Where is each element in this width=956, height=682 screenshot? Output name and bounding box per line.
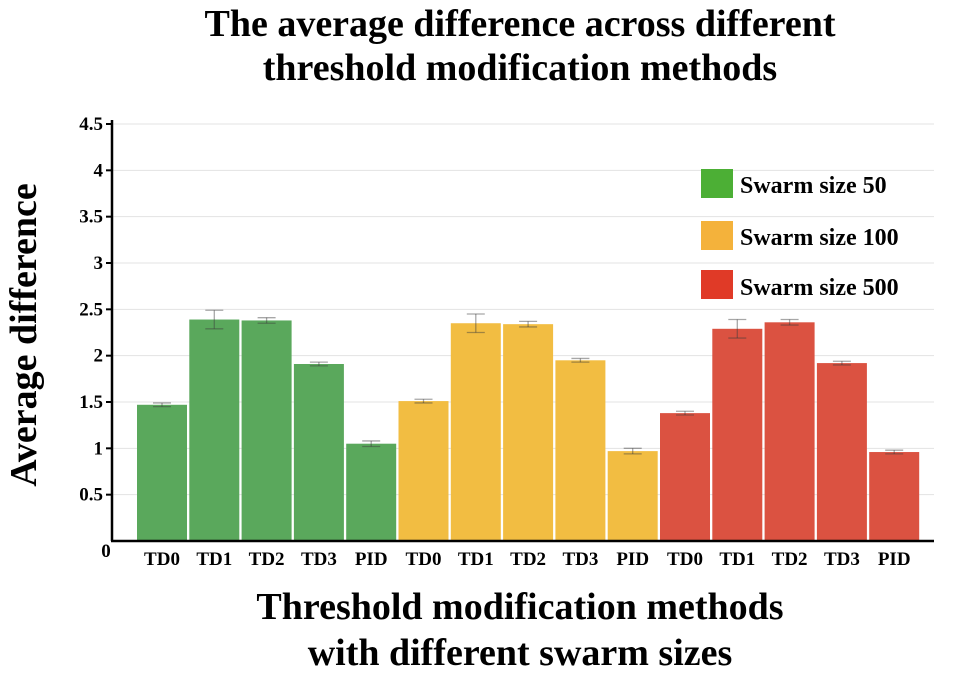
y-tick-label: 1 bbox=[94, 438, 104, 459]
bar bbox=[450, 323, 501, 541]
x-tick-label: TD1 bbox=[458, 549, 494, 570]
x-tick-label: TD2 bbox=[249, 549, 285, 570]
x-tick-label: TD2 bbox=[772, 549, 808, 570]
x-tick-label: TD0 bbox=[406, 549, 442, 570]
x-tick-label: PID bbox=[616, 549, 649, 570]
legend-swatch-100 bbox=[701, 221, 733, 250]
x-tick-label: TD1 bbox=[719, 549, 755, 570]
x-tick-label: PID bbox=[355, 549, 388, 570]
x-tick-label: TD3 bbox=[301, 549, 337, 570]
x-axis-label: Threshold modification methods with diff… bbox=[0, 584, 956, 676]
y-tick-label: 0.5 bbox=[79, 485, 103, 506]
bars bbox=[137, 309, 920, 541]
legend-swatch-50 bbox=[701, 169, 733, 198]
y-zero-label: 0 bbox=[101, 541, 111, 562]
y-tick-label: 3 bbox=[94, 253, 104, 274]
bar bbox=[764, 322, 815, 541]
bar bbox=[398, 401, 449, 541]
bar bbox=[189, 319, 240, 541]
chart-title-line-2: threshold modification methods bbox=[262, 47, 778, 89]
bar bbox=[660, 413, 710, 541]
x-tick-label: TD3 bbox=[824, 549, 860, 570]
bar bbox=[869, 452, 920, 541]
axes: 0 bbox=[101, 120, 934, 562]
x-tick-label: TD2 bbox=[510, 549, 546, 570]
y-tick-label: 1.5 bbox=[79, 392, 103, 413]
legend-swatch-500 bbox=[701, 270, 733, 299]
x-tick-label: TD3 bbox=[562, 549, 598, 570]
x-tick-label: PID bbox=[878, 549, 911, 570]
x-axis-label-line-2: with different swarm sizes bbox=[307, 632, 733, 674]
bar bbox=[607, 451, 658, 541]
bar bbox=[555, 360, 606, 541]
bar bbox=[293, 364, 344, 541]
legend: Swarm size 50 Swarm size 100 Swarm size … bbox=[701, 169, 899, 301]
x-axis-label-line-1: Threshold modification methods bbox=[256, 586, 784, 628]
y-tick-label: 2 bbox=[94, 346, 104, 367]
bar bbox=[816, 363, 867, 541]
legend-label-50: Swarm size 50 bbox=[740, 173, 887, 199]
bar bbox=[241, 320, 292, 541]
bar bbox=[503, 324, 554, 541]
x-tick-label: TD0 bbox=[667, 549, 703, 570]
y-ticks: 0.5 1 1.5 2 2.5 3 3.5 4 4.5 bbox=[79, 114, 112, 506]
bar bbox=[137, 404, 187, 541]
y-tick-label: 2.5 bbox=[79, 299, 103, 320]
chart-title-line-1: The average difference across different bbox=[204, 3, 836, 45]
chart-title: The average difference across different … bbox=[0, 2, 956, 90]
x-tick-label: TD0 bbox=[144, 549, 180, 570]
legend-label-500: Swarm size 500 bbox=[740, 275, 899, 301]
y-tick-label: 4 bbox=[94, 160, 104, 181]
x-tick-label: TD1 bbox=[196, 549, 232, 570]
y-tick-label: 4.5 bbox=[79, 114, 103, 135]
legend-label-100: Swarm size 100 bbox=[740, 225, 899, 251]
bar bbox=[712, 328, 763, 541]
x-tick-labels: TD0 TD1 TD2 TD3 PID TD0 TD1 TD2 TD3 PID TD0 TD1 TD2 T… bbox=[144, 549, 911, 570]
y-tick-label: 3.5 bbox=[79, 207, 103, 228]
bar bbox=[346, 443, 397, 541]
